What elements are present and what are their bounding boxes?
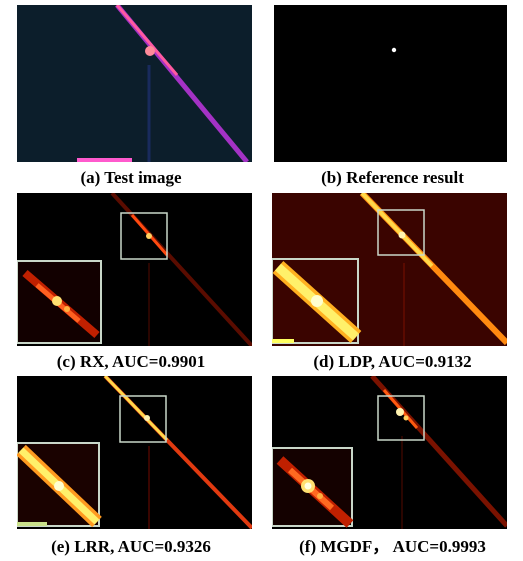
caption-e: (e) LRR, AUC=0.9326 — [51, 537, 211, 556]
zoom-inset — [272, 258, 362, 344]
caption-b: (b) Reference result — [321, 168, 464, 187]
caption-d: (d) LDP, AUC=0.9132 — [313, 352, 472, 371]
caption-a: (a) Test image — [80, 168, 182, 187]
zoom-inset — [17, 260, 102, 344]
caption-f: (f) MGDF， AUC=0.9993 — [299, 537, 486, 556]
ldp-detection-map — [272, 193, 507, 346]
test-image — [17, 5, 252, 162]
panel-b-reference-result — [274, 5, 507, 162]
zoom-box — [377, 209, 425, 256]
rx-detection-map — [17, 193, 252, 346]
panel-c-rx — [17, 193, 252, 346]
zoom-box — [119, 395, 167, 443]
panel-e-lrr — [17, 376, 252, 529]
panel-a-test-image — [17, 5, 252, 162]
zoom-inset — [17, 442, 102, 528]
mgdf-detection-map — [272, 376, 507, 529]
zoom-box — [377, 395, 425, 441]
zoom-inset — [272, 447, 354, 528]
panel-f-mgdf — [272, 376, 507, 529]
zoom-box — [120, 212, 168, 260]
panel-d-ldp — [272, 193, 507, 346]
caption-c: (c) RX, AUC=0.9901 — [56, 352, 206, 371]
lrr-detection-map — [17, 376, 252, 529]
reference-result-image — [274, 5, 507, 162]
